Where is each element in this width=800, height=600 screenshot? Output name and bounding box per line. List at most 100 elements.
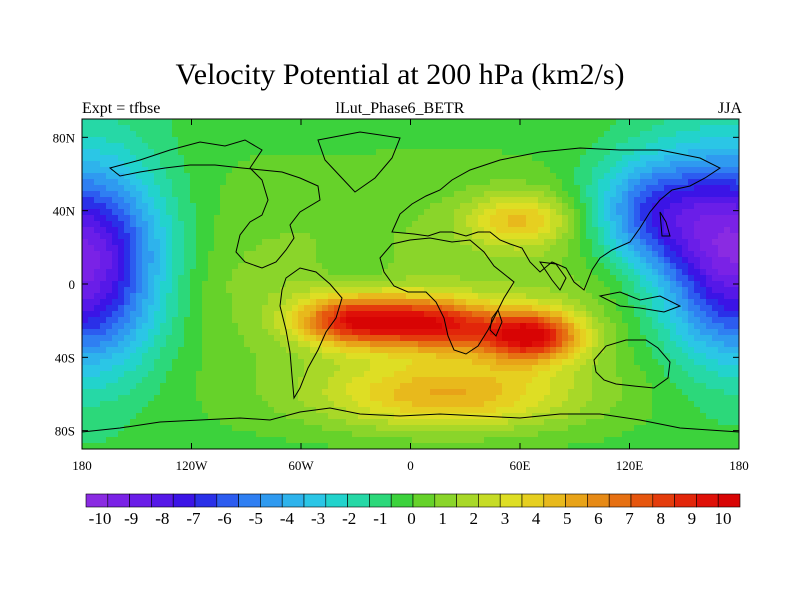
- field-cell: [352, 245, 359, 252]
- field-cell: [406, 347, 413, 354]
- field-cell: [574, 143, 581, 150]
- field-cell: [112, 299, 119, 306]
- field-cell: [646, 203, 653, 210]
- field-cell: [196, 377, 203, 384]
- field-cell: [640, 299, 647, 306]
- field-cell: [316, 167, 323, 174]
- field-cell: [652, 359, 659, 366]
- field-cell: [172, 197, 179, 204]
- field-cell: [382, 173, 389, 180]
- field-cell: [256, 137, 263, 144]
- field-cell: [298, 197, 305, 204]
- field-cell: [370, 143, 377, 150]
- field-cell: [580, 299, 587, 306]
- field-cell: [352, 341, 359, 348]
- field-cell: [718, 233, 725, 240]
- field-cell: [94, 323, 101, 330]
- field-cell: [484, 269, 491, 276]
- field-cell: [544, 203, 551, 210]
- field-cell: [124, 125, 131, 132]
- field-cell: [448, 269, 455, 276]
- field-cell: [484, 311, 491, 318]
- field-cell: [706, 125, 713, 132]
- field-cell: [442, 347, 449, 354]
- field-cell: [442, 197, 449, 204]
- field-cell: [682, 233, 689, 240]
- field-cell: [460, 167, 467, 174]
- field-cell: [634, 131, 641, 138]
- field-cell: [400, 125, 407, 132]
- field-cell: [202, 161, 209, 168]
- field-cell: [502, 281, 509, 288]
- field-cell: [256, 269, 263, 276]
- field-cell: [712, 365, 719, 372]
- field-cell: [292, 251, 299, 258]
- field-cell: [718, 269, 725, 276]
- field-cell: [562, 359, 569, 366]
- field-cell: [382, 167, 389, 174]
- field-cell: [232, 227, 239, 234]
- field-cell: [586, 281, 593, 288]
- field-cell: [646, 293, 653, 300]
- field-cell: [652, 347, 659, 354]
- field-cell: [670, 179, 677, 186]
- field-cell: [652, 221, 659, 228]
- field-cell: [154, 209, 161, 216]
- field-cell: [172, 179, 179, 186]
- field-cell: [334, 137, 341, 144]
- field-cell: [508, 203, 515, 210]
- field-cell: [592, 119, 599, 126]
- field-cell: [262, 269, 269, 276]
- field-cell: [226, 257, 233, 264]
- field-cell: [388, 203, 395, 210]
- field-cell: [454, 245, 461, 252]
- field-cell: [430, 323, 437, 330]
- field-cell: [154, 275, 161, 282]
- field-cell: [562, 335, 569, 342]
- field-cell: [364, 191, 371, 198]
- field-cell: [586, 371, 593, 378]
- field-cell: [196, 167, 203, 174]
- field-cell: [688, 191, 695, 198]
- field-cell: [430, 185, 437, 192]
- field-cell: [490, 203, 497, 210]
- field-cell: [400, 383, 407, 390]
- field-cell: [706, 335, 713, 342]
- field-cell: [658, 299, 665, 306]
- field-cell: [334, 143, 341, 150]
- field-cell: [664, 311, 671, 318]
- field-cell: [730, 377, 737, 384]
- field-cell: [340, 227, 347, 234]
- field-cell: [166, 275, 173, 282]
- field-cell: [478, 347, 485, 354]
- field-cell: [580, 185, 587, 192]
- field-cell: [622, 239, 629, 246]
- field-cell: [730, 293, 737, 300]
- field-cell: [316, 341, 323, 348]
- field-cell: [118, 329, 125, 336]
- field-cell: [286, 209, 293, 216]
- field-cell: [82, 269, 89, 276]
- field-cell: [256, 371, 263, 378]
- field-cell: [88, 233, 95, 240]
- field-cell: [100, 245, 107, 252]
- field-cell: [244, 371, 251, 378]
- field-cell: [736, 137, 739, 144]
- field-cell: [682, 329, 689, 336]
- field-cell: [592, 167, 599, 174]
- field-cell: [382, 257, 389, 264]
- field-cell: [400, 137, 407, 144]
- field-cell: [436, 209, 443, 216]
- field-cell: [214, 131, 221, 138]
- field-cell: [718, 335, 725, 342]
- field-cell: [652, 143, 659, 150]
- field-cell: [532, 221, 539, 228]
- field-cell: [706, 275, 713, 282]
- field-cell: [580, 191, 587, 198]
- field-cell: [346, 341, 353, 348]
- field-cell: [538, 185, 545, 192]
- field-cell: [208, 347, 215, 354]
- field-cell: [256, 329, 263, 336]
- field-cell: [262, 329, 269, 336]
